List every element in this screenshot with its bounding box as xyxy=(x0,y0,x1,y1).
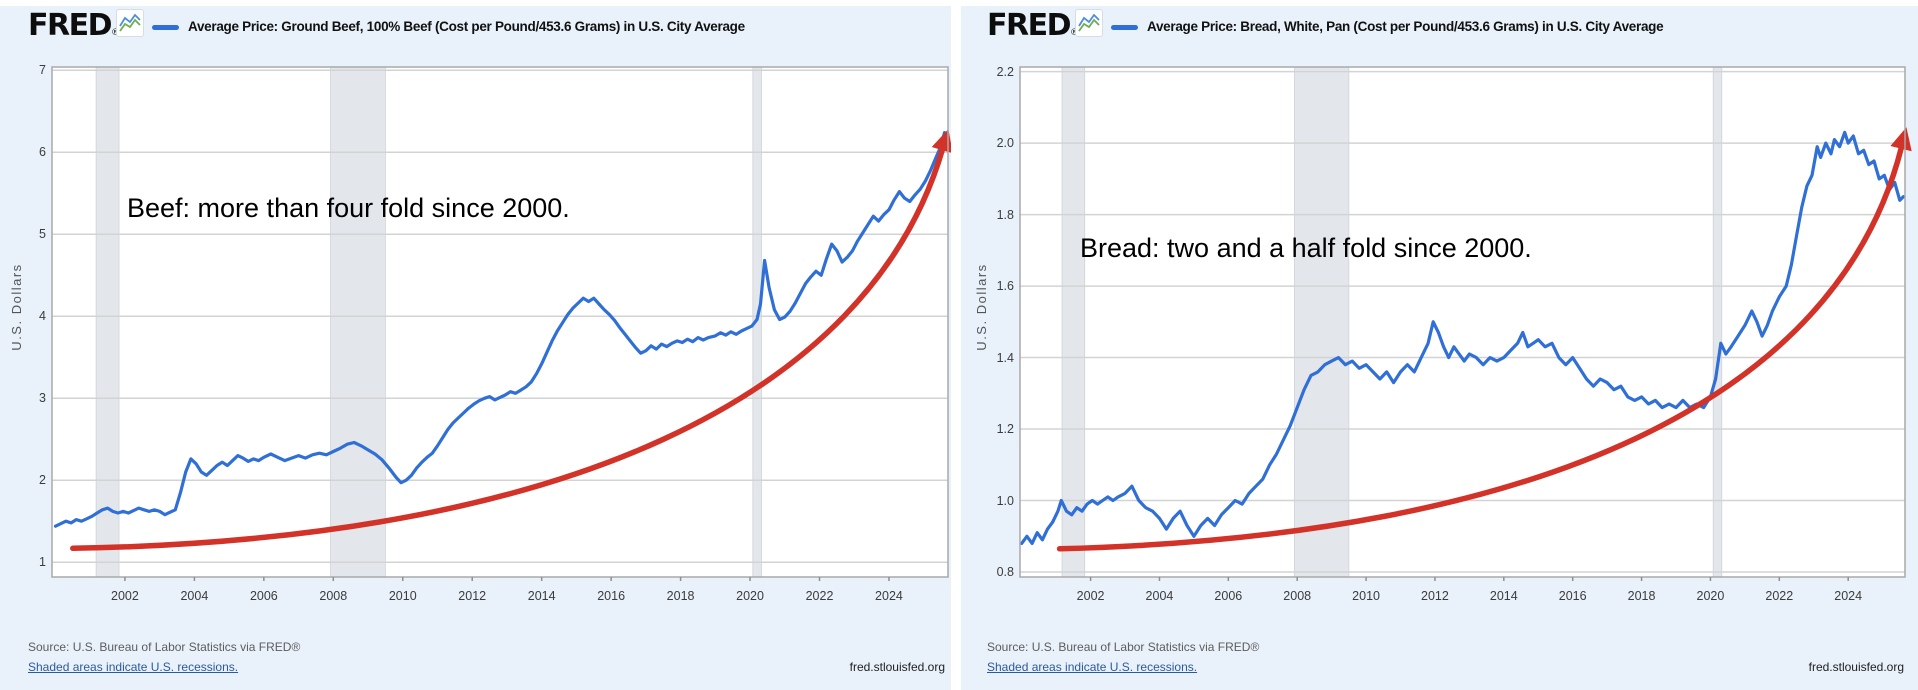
y-axis-title: U.S. Dollars xyxy=(974,263,989,351)
plot-border xyxy=(1019,66,1906,578)
recessions-note-link[interactable]: Shaded areas indicate U.S. recessions. xyxy=(28,660,239,674)
y-tick-label: 2.0 xyxy=(996,136,1014,151)
y-tick-label: 5 xyxy=(39,227,46,242)
y-tick-label: 2.2 xyxy=(996,64,1014,79)
bread-chart-plot[interactable] xyxy=(959,0,1918,690)
y-tick-label: 1.2 xyxy=(996,422,1014,437)
y-tick-label: 1.8 xyxy=(996,207,1014,222)
trend-arrow-curve xyxy=(70,145,946,552)
x-tick-label: 2002 xyxy=(111,589,139,603)
x-tick-label: 2006 xyxy=(249,589,278,603)
x-tick-label: 2024 xyxy=(1834,589,1863,603)
x-tick-label: 2002 xyxy=(1076,589,1105,603)
y-tick-label: 0.8 xyxy=(996,564,1014,579)
x-tick-label: 2010 xyxy=(388,589,417,603)
fred-logo-text: FRED xyxy=(28,8,113,43)
x-tick-label: 2020 xyxy=(736,589,764,603)
x-tick-label: 2016 xyxy=(597,589,626,603)
beef-panel: FRED® Average Price: Ground Beef, 100% B… xyxy=(0,0,959,690)
trend-arrow-curve xyxy=(1056,143,1905,552)
x-tick-label: 2014 xyxy=(527,589,556,603)
y-tick-label: 3 xyxy=(39,391,46,406)
y-tick-label: 1.0 xyxy=(996,493,1014,508)
x-tick-label: 2020 xyxy=(1696,589,1725,603)
registered-mark: ® xyxy=(1070,28,1079,38)
x-tick-label: 2016 xyxy=(1558,589,1587,603)
x-tick-label: 2012 xyxy=(458,589,487,603)
beef-annotation: Beef: more than four fold since 2000. xyxy=(127,193,570,223)
x-tick-label: 2018 xyxy=(666,589,695,603)
price-series-line xyxy=(53,131,947,528)
y-tick-label: 6 xyxy=(39,145,46,160)
bread-annotation: Bread: two and a half fold since 2000. xyxy=(1080,233,1532,263)
x-tick-label: 2014 xyxy=(1489,589,1518,603)
y-tick-label: 4 xyxy=(39,309,46,324)
price-series-line xyxy=(1020,130,1905,545)
plot-area[interactable] xyxy=(52,67,948,577)
fred-logo[interactable]: FRED® xyxy=(28,8,120,43)
x-tick-label: 2022 xyxy=(805,589,834,603)
bread-panel: FRED® Average Price: Bread, White, Pan (… xyxy=(959,0,1918,690)
y-tick-label: 1.4 xyxy=(996,350,1014,365)
recession-band xyxy=(1294,66,1350,578)
x-tick-label: 2008 xyxy=(1283,589,1312,603)
x-tick-label: 2010 xyxy=(1352,589,1380,603)
recessions-note-link[interactable]: Shaded areas indicate U.S. recessions. xyxy=(987,660,1198,674)
fred-site-link[interactable]: fred.stlouisfed.org xyxy=(1808,660,1904,674)
y-tick-label: 7 xyxy=(39,63,46,78)
fred-logo[interactable]: FRED® xyxy=(987,8,1079,43)
plot-border xyxy=(51,66,949,578)
source-attribution: Source: U.S. Bureau of Labor Statistics … xyxy=(28,640,301,654)
x-tick-label: 2004 xyxy=(180,589,209,603)
x-tick-label: 2024 xyxy=(875,589,903,603)
x-tick-label: 2008 xyxy=(319,589,348,603)
source-attribution: Source: U.S. Bureau of Labor Statistics … xyxy=(987,640,1260,654)
legend-series-label: Average Price: Bread, White, Pan (Cost p… xyxy=(1147,19,1664,34)
legend-series-label: Average Price: Ground Beef, 100% Beef (C… xyxy=(188,19,745,34)
fred-site-link[interactable]: fred.stlouisfed.org xyxy=(849,660,945,674)
fred-logo-text: FRED xyxy=(987,8,1072,43)
x-tick-label: 2006 xyxy=(1214,589,1243,603)
trend-arrow-head xyxy=(1890,127,1912,152)
recession-band xyxy=(95,66,120,578)
y-tick-label: 1 xyxy=(39,555,46,570)
y-tick-label: 1.6 xyxy=(996,279,1014,294)
y-tick-label: 2 xyxy=(39,473,46,488)
registered-mark: ® xyxy=(111,28,120,38)
fred-chart-squiggle-icon xyxy=(1075,9,1103,37)
y-axis-title: U.S. Dollars xyxy=(9,263,24,351)
legend-line-marker xyxy=(1111,25,1138,30)
x-tick-label: 2004 xyxy=(1145,589,1174,603)
fred-chart-squiggle-icon xyxy=(116,9,144,37)
beef-chart-plot[interactable] xyxy=(0,0,959,690)
recession-band xyxy=(330,66,386,578)
x-tick-label: 2018 xyxy=(1627,589,1656,603)
x-tick-label: 2022 xyxy=(1765,589,1794,603)
panel-divider xyxy=(951,0,961,690)
x-tick-label: 2012 xyxy=(1421,589,1449,603)
legend-line-marker xyxy=(152,25,179,30)
